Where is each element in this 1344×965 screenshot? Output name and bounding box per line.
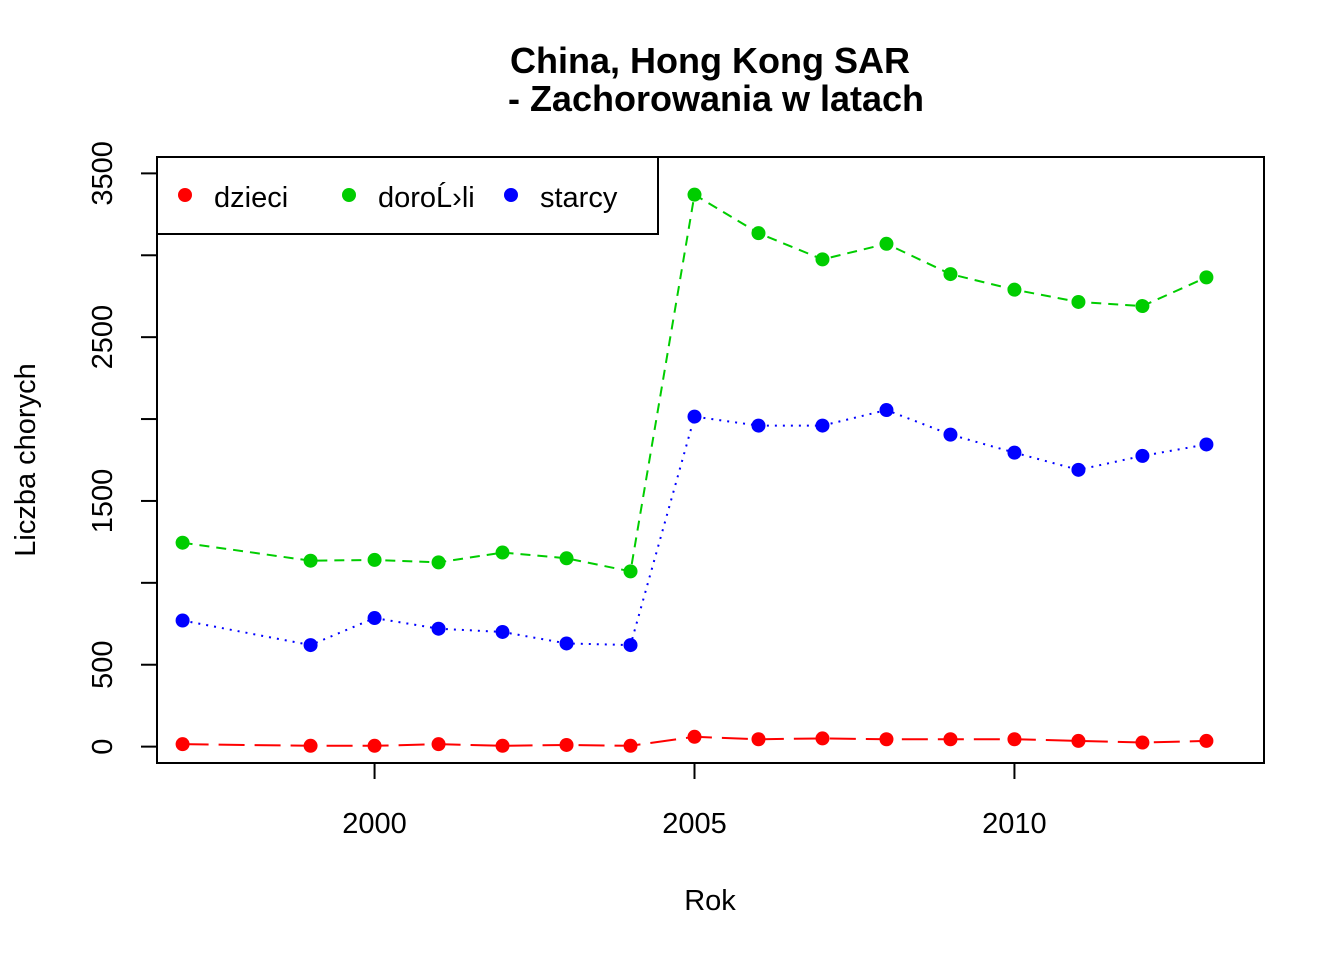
data-point [943, 732, 958, 747]
data-point [943, 427, 958, 442]
x-tick-label: 2000 [342, 808, 407, 840]
series-1 [175, 187, 1214, 579]
legend-label: dzieci [214, 182, 288, 214]
data-point [303, 553, 318, 568]
data-point [751, 732, 766, 747]
y-tick-label: 1500 [87, 469, 119, 534]
y-tick-label: 500 [87, 641, 119, 689]
legend-label: starcy [540, 182, 618, 214]
data-point [1071, 733, 1086, 748]
data-point [175, 737, 190, 752]
series-2 [175, 403, 1214, 653]
legend-marker [178, 188, 192, 202]
data-point [1199, 270, 1214, 285]
series-line [182, 735, 1207, 747]
legend-label: doroĹ›li [378, 181, 475, 214]
data-point [879, 732, 894, 747]
data-point [559, 636, 574, 651]
data-point [623, 738, 638, 753]
data-point [879, 236, 894, 251]
chart-subtitle: - Zachorowania w latach [508, 78, 924, 119]
data-point [431, 737, 446, 752]
data-point [943, 267, 958, 282]
data-point [559, 737, 574, 752]
data-point [1007, 445, 1022, 460]
series-0 [175, 729, 1214, 753]
data-point [1135, 448, 1150, 463]
data-point [1135, 299, 1150, 314]
data-point [431, 621, 446, 636]
data-point [367, 552, 382, 567]
x-tick-label: 2010 [982, 808, 1047, 840]
series-line [182, 193, 1207, 573]
legend-box [156, 156, 659, 235]
data-point [815, 731, 830, 746]
data-point [751, 226, 766, 241]
y-axis: 0 500 1500 2500 3500 [87, 141, 158, 755]
data-point [1071, 462, 1086, 477]
data-point [1071, 294, 1086, 309]
legend-marker [342, 188, 356, 202]
data-point [1135, 735, 1150, 750]
data-point [1199, 437, 1214, 452]
legend-marker [504, 188, 518, 202]
data-point [815, 252, 830, 267]
data-point [623, 564, 638, 579]
series-layer [175, 187, 1214, 753]
x-tick-label: 2005 [662, 808, 727, 840]
data-point [495, 624, 510, 639]
data-point [751, 418, 766, 433]
data-point [431, 555, 446, 570]
data-point [1007, 732, 1022, 747]
x-axis-label: Rok [684, 885, 736, 917]
y-axis-label: Liczba chorych [10, 363, 42, 556]
data-point [879, 403, 894, 418]
data-point [559, 551, 574, 566]
y-tick-label: 3500 [87, 141, 119, 206]
y-tick-label: 2500 [87, 305, 119, 370]
data-point [1007, 282, 1022, 297]
x-axis: 2000 2005 2010 [342, 762, 1047, 840]
data-point [687, 409, 702, 424]
data-point [303, 738, 318, 753]
data-point [687, 187, 702, 202]
data-point [175, 613, 190, 628]
data-point [1199, 733, 1214, 748]
data-point [623, 638, 638, 653]
chart-title: China, Hong Kong SAR [510, 40, 910, 81]
series-line [182, 409, 1207, 647]
data-point [175, 535, 190, 550]
data-point [367, 738, 382, 753]
data-point [815, 418, 830, 433]
data-point [495, 545, 510, 560]
y-tick-label: 0 [87, 739, 119, 755]
data-point [495, 738, 510, 753]
data-point [367, 611, 382, 626]
plot-frame [156, 156, 1265, 764]
data-point [303, 638, 318, 653]
legend: dzieci doroĹ›li starcy [156, 156, 659, 235]
data-point [687, 729, 702, 744]
